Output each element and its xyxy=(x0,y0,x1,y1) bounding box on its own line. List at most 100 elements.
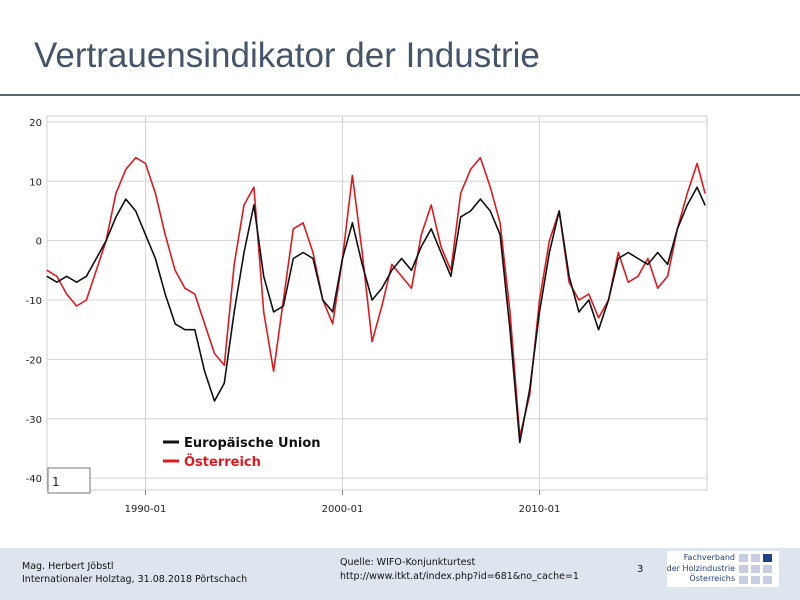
source-url[interactable]: http://www.itkt.at/index.php?id=681&no_c… xyxy=(340,571,579,582)
data-point xyxy=(95,257,97,260)
data-point xyxy=(292,257,294,260)
data-point xyxy=(667,275,669,277)
logo-square xyxy=(739,565,748,573)
data-point xyxy=(410,269,413,271)
data-point xyxy=(302,222,304,224)
logo-text: Fachverband der Holzindustrie Österreich… xyxy=(665,553,735,585)
data-point xyxy=(657,251,659,254)
slide-title: Vertrauensindikator der Industrie xyxy=(34,36,540,75)
data-point xyxy=(538,311,541,313)
logo-line-1: Fachverband xyxy=(683,553,735,562)
data-point xyxy=(351,222,353,224)
data-point xyxy=(164,293,166,295)
logo-square xyxy=(739,554,748,562)
logo-square xyxy=(763,565,772,573)
data-point xyxy=(450,275,452,277)
chart-area: 20 10 0 -10 -20 -30 -40 1990-01 2000-01 2010-01 Eu… xyxy=(0,100,800,520)
data-point xyxy=(391,263,393,265)
data-point xyxy=(578,311,580,313)
y-tick-label: -20 xyxy=(26,355,42,366)
logo-square xyxy=(751,554,760,562)
data-point xyxy=(282,305,284,307)
data-point xyxy=(548,240,551,242)
data-point xyxy=(302,251,304,254)
data-point xyxy=(253,204,255,206)
y-tick-label: 20 xyxy=(29,118,42,129)
data-point xyxy=(243,204,245,206)
logo-square xyxy=(751,576,760,584)
data-point xyxy=(617,251,619,254)
data-point xyxy=(470,210,472,212)
data-point xyxy=(548,251,551,254)
page-number: 3 xyxy=(637,564,644,575)
series-line-eu xyxy=(46,186,706,444)
data-point xyxy=(85,299,87,301)
series-line-at xyxy=(46,156,706,438)
data-point xyxy=(135,210,137,212)
data-point xyxy=(588,293,590,295)
data-point xyxy=(85,275,87,277)
footer-event: Internationaler Holztag, 31.08.2018 Pört… xyxy=(22,574,248,585)
data-point xyxy=(460,216,462,218)
legend-label: Europäische Union xyxy=(184,436,321,451)
data-point xyxy=(588,299,590,301)
data-point xyxy=(66,293,68,295)
data-point xyxy=(647,263,649,265)
x-tick-label: 1990-01 xyxy=(125,504,167,515)
y-tick-label: -30 xyxy=(26,415,42,426)
data-point xyxy=(381,287,383,289)
data-point xyxy=(470,168,472,170)
data-point xyxy=(704,204,706,206)
source-label: Quelle: WIFO-Konjunkturtest xyxy=(340,557,476,568)
y-tick-label: 10 xyxy=(29,177,42,188)
data-point xyxy=(499,222,501,224)
data-point xyxy=(135,157,137,159)
logo-line-3: Österreichs xyxy=(689,574,735,583)
footer-author: Mag. Herbert Jöbstl xyxy=(22,561,114,572)
data-point xyxy=(627,251,629,254)
data-point xyxy=(312,257,314,260)
data-point xyxy=(617,257,619,260)
data-point xyxy=(657,287,659,289)
y-tick-label: 0 xyxy=(36,237,42,248)
data-point xyxy=(460,192,462,194)
data-point xyxy=(361,263,363,265)
legend-label: Österreich xyxy=(184,454,261,470)
data-point xyxy=(489,186,491,188)
footer-source-block: Quelle: WIFO-Konjunkturtest http://www.i… xyxy=(340,556,579,584)
data-point xyxy=(144,234,147,236)
fachverband-logo: Fachverband der Holzindustrie Österreich… xyxy=(667,551,779,587)
y-tick-label: -10 xyxy=(26,296,42,307)
data-point xyxy=(223,382,225,384)
data-point xyxy=(558,210,560,212)
data-point xyxy=(332,311,334,313)
data-point xyxy=(223,364,225,366)
data-point xyxy=(627,281,629,283)
data-point xyxy=(686,204,688,206)
data-point xyxy=(676,228,679,230)
data-point xyxy=(273,370,275,372)
data-point xyxy=(174,269,176,271)
logo-square xyxy=(751,565,760,573)
data-point xyxy=(282,299,284,301)
data-point xyxy=(243,251,245,254)
data-point xyxy=(529,388,531,390)
box-label-frame xyxy=(47,467,91,494)
data-point xyxy=(125,198,127,200)
data-point xyxy=(46,275,48,277)
data-point xyxy=(440,246,442,248)
data-point xyxy=(46,269,48,271)
data-point xyxy=(479,198,481,200)
logo-line-2: der Holzindustrie xyxy=(666,563,735,573)
data-point xyxy=(568,275,570,277)
data-point xyxy=(164,234,166,236)
data-point xyxy=(430,204,432,206)
data-point xyxy=(66,275,68,277)
data-point xyxy=(154,192,156,194)
title-divider xyxy=(0,94,800,96)
data-point xyxy=(371,341,373,343)
data-point xyxy=(686,192,688,194)
data-point xyxy=(322,299,324,301)
data-point xyxy=(263,275,265,277)
data-point xyxy=(420,246,422,248)
